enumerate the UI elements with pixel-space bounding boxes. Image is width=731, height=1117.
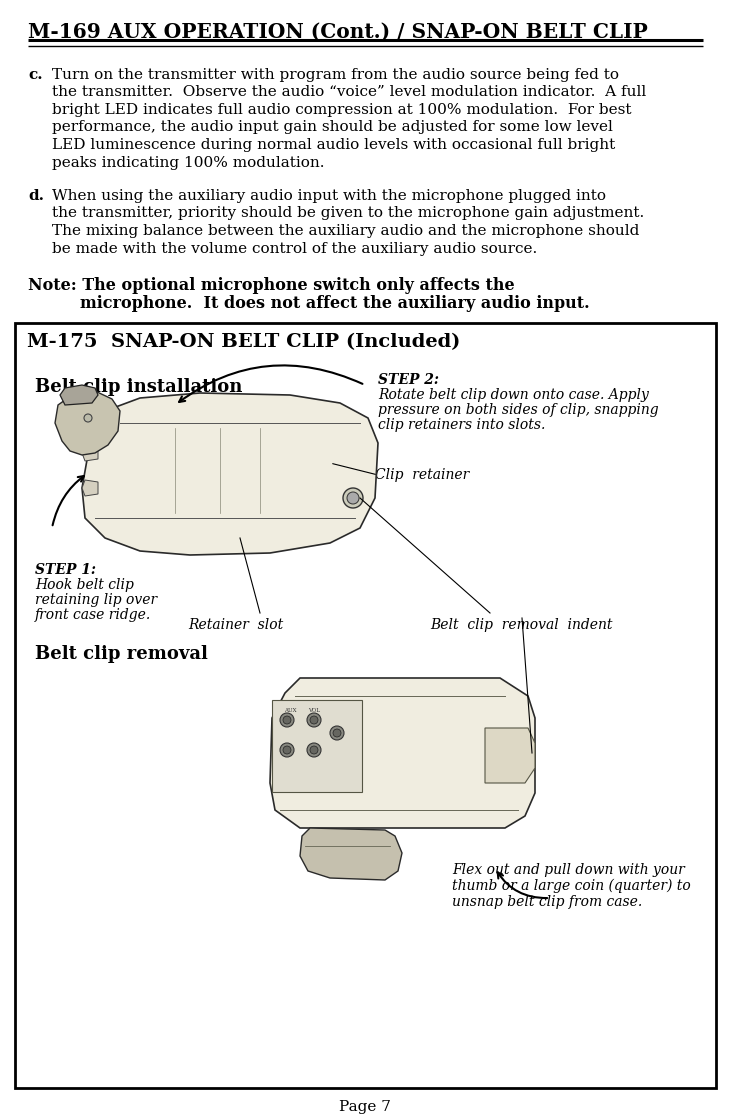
Text: M-175  SNAP-ON BELT CLIP (Included): M-175 SNAP-ON BELT CLIP (Included)	[27, 333, 461, 351]
Ellipse shape	[280, 743, 294, 757]
Text: be made with the volume control of the auxiliary audio source.: be made with the volume control of the a…	[52, 241, 537, 256]
Text: Flex out and pull down with your: Flex out and pull down with your	[452, 863, 685, 877]
Text: VOL: VOL	[308, 708, 320, 713]
Ellipse shape	[347, 491, 359, 504]
Text: performance, the audio input gain should be adjusted for some low level: performance, the audio input gain should…	[52, 121, 613, 134]
Polygon shape	[272, 700, 362, 792]
Text: STEP 1:: STEP 1:	[35, 563, 96, 577]
Ellipse shape	[283, 746, 291, 754]
Text: microphone.  It does not affect the auxiliary audio input.: microphone. It does not affect the auxil…	[80, 295, 590, 312]
Polygon shape	[82, 480, 98, 496]
Text: Rotate belt clip down onto case. Apply: Rotate belt clip down onto case. Apply	[378, 388, 649, 402]
Text: Belt clip removal: Belt clip removal	[35, 645, 208, 663]
Text: When using the auxiliary audio input with the microphone plugged into: When using the auxiliary audio input wit…	[52, 189, 606, 203]
Polygon shape	[82, 393, 378, 555]
Polygon shape	[60, 385, 98, 405]
Text: the transmitter.  Observe the audio “voice” level modulation indicator.  A full: the transmitter. Observe the audio “voic…	[52, 86, 646, 99]
Polygon shape	[82, 445, 98, 461]
Text: retaining lip over: retaining lip over	[35, 593, 157, 607]
Text: clip retainers into slots.: clip retainers into slots.	[378, 418, 545, 432]
Ellipse shape	[84, 414, 92, 422]
Ellipse shape	[280, 713, 294, 727]
Text: peaks indicating 100% modulation.: peaks indicating 100% modulation.	[52, 155, 325, 170]
Text: AUX: AUX	[284, 708, 297, 713]
Bar	[15, 323, 716, 1088]
Text: c.: c.	[28, 68, 42, 82]
Text: Note: The optional microphone switch only affects the: Note: The optional microphone switch onl…	[28, 277, 515, 294]
Text: Clip  retainer: Clip retainer	[375, 468, 469, 483]
Text: Belt clip installation: Belt clip installation	[35, 378, 243, 397]
Text: unsnap belt clip from case.: unsnap belt clip from case.	[452, 895, 643, 909]
Ellipse shape	[310, 746, 318, 754]
Text: Hook belt clip: Hook belt clip	[35, 577, 134, 592]
Text: the transmitter, priority should be given to the microphone gain adjustment.: the transmitter, priority should be give…	[52, 207, 644, 220]
Polygon shape	[300, 828, 402, 880]
Text: STEP 2:: STEP 2:	[378, 373, 439, 386]
Text: d.: d.	[28, 189, 44, 203]
Polygon shape	[55, 391, 120, 455]
Ellipse shape	[283, 716, 291, 724]
Ellipse shape	[307, 743, 321, 757]
Text: pressure on both sides of clip, snapping: pressure on both sides of clip, snapping	[378, 403, 659, 417]
Text: Page 7: Page 7	[339, 1100, 391, 1114]
Text: The mixing balance between the auxiliary audio and the microphone should: The mixing balance between the auxiliary…	[52, 225, 640, 238]
Ellipse shape	[330, 726, 344, 739]
Text: thumb or a large coin (quarter) to: thumb or a large coin (quarter) to	[452, 879, 691, 894]
Text: front case ridge.: front case ridge.	[35, 608, 151, 622]
Ellipse shape	[333, 729, 341, 737]
Text: M-169 AUX OPERATION (Cont.) / SNAP-ON BELT CLIP: M-169 AUX OPERATION (Cont.) / SNAP-ON BE…	[28, 22, 648, 42]
Text: Retainer  slot: Retainer slot	[188, 618, 283, 632]
Ellipse shape	[343, 488, 363, 508]
Text: Turn on the transmitter with program from the audio source being fed to: Turn on the transmitter with program fro…	[52, 68, 619, 82]
Polygon shape	[485, 728, 535, 783]
Text: Belt  clip  removal  indent: Belt clip removal indent	[430, 618, 613, 632]
Ellipse shape	[310, 716, 318, 724]
Ellipse shape	[307, 713, 321, 727]
Text: LED luminescence during normal audio levels with occasional full bright: LED luminescence during normal audio lev…	[52, 139, 616, 152]
Polygon shape	[270, 678, 535, 828]
Text: bright LED indicates full audio compression at 100% modulation.  For best: bright LED indicates full audio compress…	[52, 103, 632, 117]
